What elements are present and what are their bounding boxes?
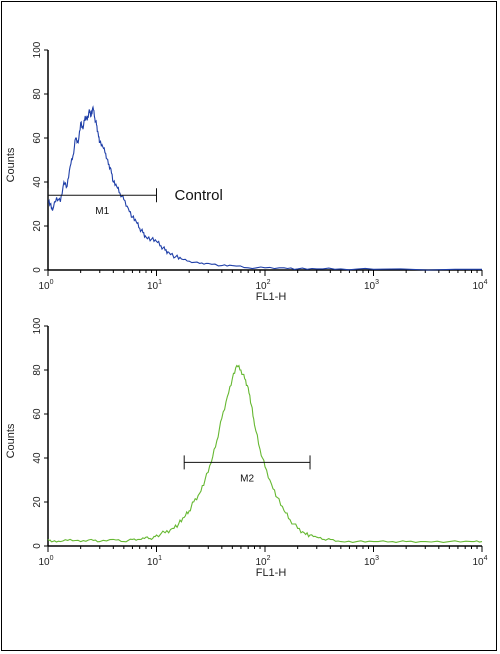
histogram-trace (47, 105, 482, 271)
x-tick-label: 104 (472, 555, 487, 568)
control-annotation: Control (175, 187, 223, 204)
y-tick-label: 60 (32, 132, 43, 144)
x-axis-title: FL1-H (256, 291, 287, 303)
y-tick-label: 20 (32, 220, 43, 232)
x-axis-title: FL1-H (256, 567, 287, 579)
x-tick-label: 103 (364, 279, 379, 292)
y-tick-label: 80 (32, 364, 43, 376)
histogram-trace (47, 364, 483, 543)
y-axis-title: Counts (5, 147, 17, 182)
y-axis-title: Counts (5, 423, 17, 458)
y-tick-label: 100 (32, 41, 43, 58)
x-tick-label: 102 (255, 279, 270, 292)
marker-label: M1 (95, 206, 109, 217)
y-tick-label: 80 (32, 88, 43, 100)
x-tick-label: 103 (364, 555, 379, 568)
histogram-panel-1: 0 20 40 60 80 100 Counts 100 101 102 103 104 FL1-H M1… (5, 41, 488, 303)
y-tick-label: 40 (32, 176, 43, 188)
y-tick-label: 100 (32, 317, 43, 334)
y-tick-label: 40 (32, 452, 43, 464)
x-tick-label: 101 (147, 555, 162, 568)
marker-label: M2 (240, 473, 254, 484)
x-tick-label: 100 (38, 279, 53, 292)
y-tick-label: 0 (32, 543, 43, 549)
x-tick-label: 100 (38, 555, 53, 568)
y-tick-label: 20 (32, 496, 43, 508)
histogram-panel-2: 0 20 40 60 80 100 Counts 100 101 102 103 104 FL1-H M2 (5, 317, 488, 579)
x-tick-label: 104 (472, 279, 487, 292)
y-tick-label: 0 (32, 267, 43, 273)
y-tick-label: 60 (32, 408, 43, 420)
x-tick-label: 102 (255, 555, 270, 568)
x-tick-label: 101 (147, 279, 162, 292)
